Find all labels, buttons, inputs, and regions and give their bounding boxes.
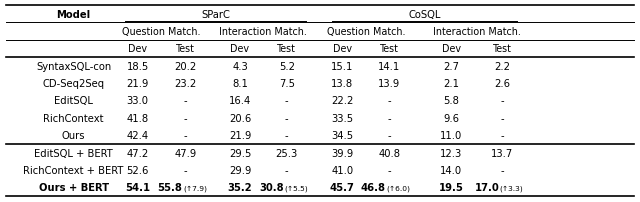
Text: 30.8: 30.8	[259, 182, 284, 192]
Text: 45.7: 45.7	[330, 182, 355, 192]
Text: -: -	[285, 113, 289, 123]
Text: 25.3: 25.3	[276, 148, 298, 158]
Text: -: -	[184, 130, 188, 141]
Text: -: -	[500, 165, 504, 175]
Text: 13.8: 13.8	[332, 79, 353, 89]
Text: 13.7: 13.7	[492, 148, 513, 158]
Text: 19.5: 19.5	[439, 182, 463, 192]
Text: CD-Seq2Seq: CD-Seq2Seq	[42, 79, 105, 89]
Text: 15.1: 15.1	[332, 61, 353, 72]
Text: 2.6: 2.6	[495, 79, 511, 89]
Text: -: -	[387, 165, 391, 175]
Text: (↑5.5): (↑5.5)	[284, 184, 308, 191]
Text: 12.3: 12.3	[440, 148, 462, 158]
Text: -: -	[387, 130, 391, 141]
Text: 20.6: 20.6	[229, 113, 251, 123]
Text: (↑6.0): (↑6.0)	[387, 184, 411, 191]
Text: Dev: Dev	[230, 44, 250, 54]
Text: 47.2: 47.2	[127, 148, 148, 158]
Text: 5.2: 5.2	[279, 61, 295, 72]
Text: Interaction Match.: Interaction Match.	[433, 27, 521, 37]
Text: 33.0: 33.0	[127, 96, 148, 106]
Text: EditSQL + BERT: EditSQL + BERT	[34, 148, 113, 158]
Text: -: -	[184, 113, 188, 123]
Text: -: -	[285, 130, 289, 141]
Text: 20.2: 20.2	[175, 61, 196, 72]
Text: 40.8: 40.8	[378, 148, 400, 158]
Text: 54.1: 54.1	[125, 182, 150, 192]
Text: 21.9: 21.9	[127, 79, 148, 89]
Text: 17.0: 17.0	[474, 182, 499, 192]
Text: 14.1: 14.1	[378, 61, 400, 72]
Text: -: -	[500, 113, 504, 123]
Text: (↑7.9): (↑7.9)	[183, 184, 207, 191]
Text: Test: Test	[277, 44, 296, 54]
Text: 2.2: 2.2	[495, 61, 511, 72]
Text: -: -	[387, 96, 391, 106]
Text: 14.0: 14.0	[440, 165, 462, 175]
Text: 13.9: 13.9	[378, 79, 400, 89]
Text: 41.0: 41.0	[332, 165, 353, 175]
Text: -: -	[285, 96, 289, 106]
Text: RichContext + BERT: RichContext + BERT	[24, 165, 124, 175]
Text: 55.8: 55.8	[157, 182, 182, 192]
Text: Dev: Dev	[333, 44, 352, 54]
Text: -: -	[184, 165, 188, 175]
Text: Test: Test	[176, 44, 195, 54]
Text: 22.2: 22.2	[332, 96, 353, 106]
Text: Ours + BERT: Ours + BERT	[38, 182, 109, 192]
Text: -: -	[500, 130, 504, 141]
Text: 23.2: 23.2	[175, 79, 196, 89]
Text: 18.5: 18.5	[127, 61, 148, 72]
Text: SParC: SParC	[201, 10, 230, 20]
Text: 35.2: 35.2	[228, 182, 252, 192]
Text: 21.9: 21.9	[229, 130, 251, 141]
Text: 4.3: 4.3	[232, 61, 248, 72]
Text: Test: Test	[380, 44, 399, 54]
Text: 34.5: 34.5	[332, 130, 353, 141]
Text: Model: Model	[56, 10, 91, 20]
Text: Test: Test	[493, 44, 512, 54]
Text: -: -	[184, 96, 188, 106]
Text: 2.7: 2.7	[443, 61, 460, 72]
Text: 9.6: 9.6	[443, 113, 460, 123]
Text: Ours: Ours	[62, 130, 85, 141]
Text: 39.9: 39.9	[332, 148, 353, 158]
Text: EditSQL: EditSQL	[54, 96, 93, 106]
Text: 47.9: 47.9	[175, 148, 196, 158]
Text: 5.8: 5.8	[444, 96, 459, 106]
Text: 29.9: 29.9	[229, 165, 251, 175]
Text: 42.4: 42.4	[127, 130, 148, 141]
Text: 52.6: 52.6	[127, 165, 148, 175]
Text: SyntaxSQL-con: SyntaxSQL-con	[36, 61, 111, 72]
Text: -: -	[387, 113, 391, 123]
Text: Question Match.: Question Match.	[122, 27, 201, 37]
Text: -: -	[285, 165, 289, 175]
Text: CoSQL: CoSQL	[408, 10, 440, 20]
Text: -: -	[500, 96, 504, 106]
Text: 7.5: 7.5	[279, 79, 295, 89]
Text: 41.8: 41.8	[127, 113, 148, 123]
Text: 2.1: 2.1	[443, 79, 460, 89]
Text: 16.4: 16.4	[229, 96, 251, 106]
Text: 29.5: 29.5	[229, 148, 251, 158]
Text: Question Match.: Question Match.	[326, 27, 405, 37]
Text: 46.8: 46.8	[361, 182, 386, 192]
Text: 11.0: 11.0	[440, 130, 462, 141]
Text: Dev: Dev	[128, 44, 147, 54]
Text: 8.1: 8.1	[232, 79, 248, 89]
Text: (↑3.3): (↑3.3)	[500, 184, 524, 191]
Text: Dev: Dev	[442, 44, 461, 54]
Text: RichContext: RichContext	[44, 113, 104, 123]
Text: 33.5: 33.5	[332, 113, 353, 123]
Text: Interaction Match.: Interaction Match.	[220, 27, 307, 37]
